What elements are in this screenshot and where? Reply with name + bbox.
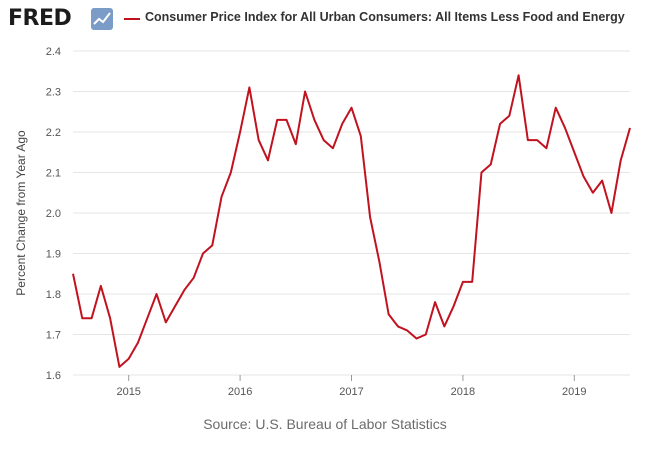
y-tick-label: 1.7	[46, 330, 61, 342]
series-line[interactable]	[72, 74, 631, 368]
y-tick-label: 2.4	[46, 46, 61, 58]
y-tick-label: 2.2	[46, 127, 61, 139]
legend-swatch	[124, 18, 140, 20]
legend-label: Consumer Price Index for All Urban Consu…	[145, 10, 625, 24]
series-layer	[72, 74, 631, 368]
source-note: Source: U.S. Bureau of Labor Statistics	[203, 416, 447, 432]
y-tick-label: 2.3	[46, 87, 61, 99]
y-tick-label: 2.1	[46, 168, 61, 180]
y-axis-title: Percent Change from Year Ago	[14, 130, 28, 296]
y-tick-label: 1.9	[46, 249, 61, 261]
x-axis-ticks: 2015 2016 2017 2018 2019	[116, 375, 587, 398]
chart-header: FRED Consumer Price Index for All Urban …	[0, 0, 650, 40]
x-tick-label: 2017	[339, 386, 363, 398]
chart-line-icon	[91, 8, 113, 30]
fred-logo[interactable]: FRED	[8, 6, 72, 31]
x-tick-label: 2019	[562, 386, 586, 398]
y-tick-label: 1.6	[46, 370, 61, 382]
y-tick-label: 2.0	[46, 208, 61, 220]
x-tick-label: 2018	[451, 386, 475, 398]
line-chart: 1.6 1.7 1.8 1.9 2.0 2.1 2.2 2.3 2.4 2015 2016 2017…	[14, 46, 631, 398]
y-axis-ticks: 1.6 1.7 1.8 1.9 2.0 2.1 2.2 2.3 2.4	[46, 46, 61, 382]
gridlines	[73, 50, 630, 376]
x-tick-label: 2015	[116, 386, 140, 398]
x-tick-label: 2016	[228, 386, 252, 398]
y-tick-label: 1.8	[46, 289, 61, 301]
